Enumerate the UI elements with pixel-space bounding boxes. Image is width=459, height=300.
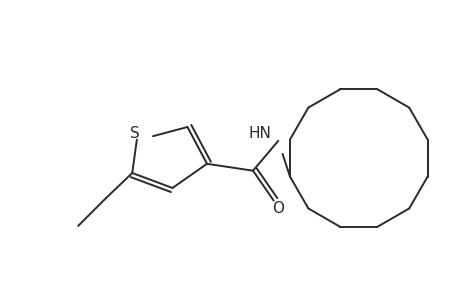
Text: O: O [272,201,284,216]
Text: HN: HN [248,126,271,141]
Text: S: S [129,126,139,141]
